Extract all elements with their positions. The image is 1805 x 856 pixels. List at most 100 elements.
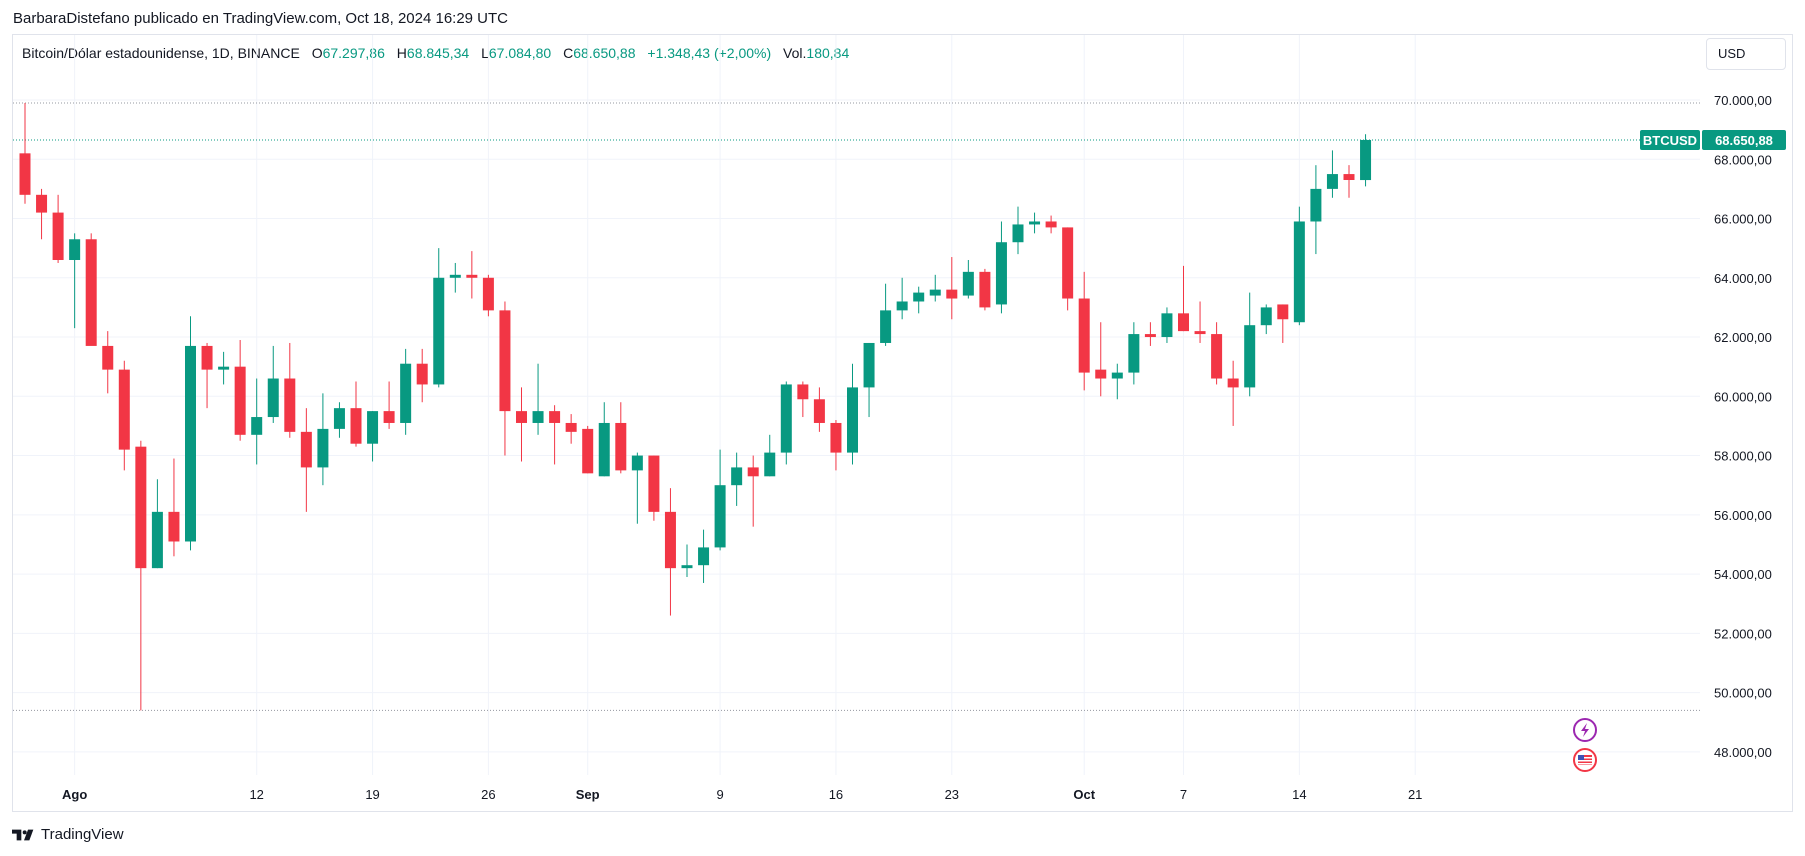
legend-low-value: 67.084,80 [488, 45, 552, 61]
candle-body [185, 345, 196, 542]
candle [979, 268, 991, 311]
candle-body [582, 428, 594, 474]
candle-body [1293, 221, 1305, 323]
x-tick-label: 21 [1408, 787, 1422, 802]
y-axis: 48.000,00 50.000,00 52.000,00 54.000,00 56.0… [1714, 93, 1772, 760]
candle [218, 351, 230, 385]
y-tick-label: 68.000,00 [1714, 152, 1772, 167]
candle-body [383, 411, 395, 423]
candle [383, 381, 395, 429]
candle [1095, 322, 1107, 397]
candle-body [516, 411, 527, 423]
price-tags: BTCUSD 68.650,88 [1640, 129, 1786, 150]
candle-body [780, 384, 792, 453]
candle [1111, 363, 1123, 400]
candle [234, 340, 246, 441]
tradingview-logo[interactable]: TradingView [12, 826, 124, 843]
candle [1128, 322, 1140, 385]
y-tick-label: 70.000,00 [1714, 93, 1772, 108]
candle-body [979, 271, 991, 308]
candle [1244, 292, 1256, 397]
candle-body [731, 467, 743, 486]
candle-body [19, 153, 31, 195]
candle-body [797, 384, 809, 400]
candle-body [1211, 334, 1223, 379]
candle [681, 544, 693, 578]
candle-body [234, 366, 246, 435]
candle-body [168, 511, 180, 542]
candle-body [1194, 331, 1206, 335]
candle-body [995, 242, 1007, 305]
legend-high-value: 68.845,34 [406, 45, 470, 61]
us-flag-event-icon[interactable] [1573, 748, 1597, 772]
y-tick-label: 54.000,00 [1714, 567, 1772, 582]
candle [168, 458, 180, 557]
last-price-tag-text: 68.650,88 [1715, 133, 1773, 148]
candle [880, 283, 892, 346]
candle-body [1111, 372, 1123, 379]
candle-body [433, 277, 445, 385]
candle-body [664, 511, 676, 569]
tradingview-logo-icon [12, 829, 34, 840]
candle-body [896, 301, 908, 311]
candle-body [267, 378, 279, 418]
legend-low-label: L [481, 45, 489, 61]
candle [1260, 304, 1272, 335]
candle [516, 387, 527, 462]
symbol-tag-bg [1640, 129, 1700, 150]
candle [1310, 165, 1322, 255]
chart-frame [12, 34, 1793, 812]
candle-body [962, 271, 974, 296]
candle-body [532, 411, 544, 423]
candle [135, 440, 147, 711]
x-tick-label: Ago [62, 787, 87, 802]
candle [333, 402, 345, 438]
candle-body [764, 452, 776, 477]
currency-button[interactable]: USD [1706, 38, 1786, 70]
x-tick-label: 19 [365, 787, 379, 802]
candle-body [880, 310, 892, 343]
reference-lines [13, 102, 1700, 711]
candle-body [946, 289, 958, 299]
lightning-event-icon[interactable] [1573, 718, 1597, 742]
candle-body [201, 345, 213, 370]
candle [615, 402, 627, 474]
candle [648, 455, 660, 521]
candle [780, 381, 792, 465]
candle [350, 381, 362, 447]
x-tick-label: 26 [481, 787, 495, 802]
candle-body [1078, 298, 1090, 373]
candle-body [69, 239, 81, 261]
candle-body [482, 277, 494, 311]
candle-body [1326, 174, 1338, 189]
legend-symbol[interactable]: Bitcoin/Dólar estadounidense, 1D, BINANC… [22, 45, 300, 61]
candle [698, 529, 710, 583]
candle [185, 316, 196, 551]
candle [946, 257, 958, 320]
candle [913, 286, 925, 314]
y-tick-label: 66.000,00 [1714, 212, 1772, 227]
candle [267, 345, 279, 423]
candle [499, 301, 511, 456]
candle [764, 434, 776, 477]
candle-body [317, 428, 329, 468]
candle-body [598, 422, 610, 477]
candle [847, 363, 858, 465]
candle-body [135, 446, 147, 569]
legend-change: +1.348,43 (+2,00%) [647, 45, 772, 61]
candle-body [118, 369, 130, 450]
candle [747, 455, 759, 527]
y-tick-label: 48.000,00 [1714, 745, 1772, 760]
chart-legend: Bitcoin/Dólar estadounidense, 1D, BINANC… [22, 45, 849, 61]
candle-body [830, 422, 842, 453]
candle [416, 348, 428, 403]
candle-body [929, 289, 941, 296]
candle-body [1144, 334, 1156, 338]
candle-body [631, 455, 643, 471]
x-tick-label: Oct [1073, 787, 1095, 802]
candle-body [1244, 325, 1256, 388]
candle [449, 262, 461, 293]
candle-body [1095, 369, 1107, 379]
candle-body [1128, 334, 1140, 373]
